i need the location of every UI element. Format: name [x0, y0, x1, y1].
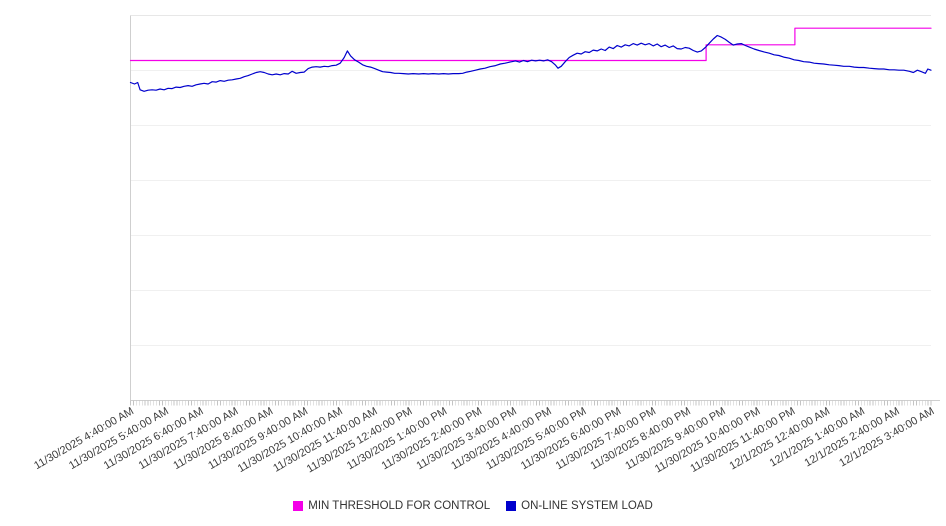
legend-item-online-system-load[interactable]: ON-LINE SYSTEM LOAD — [506, 500, 653, 512]
series-line-min-threshold — [129, 27, 932, 62]
legend-label-online-system-load: ON-LINE SYSTEM LOAD — [521, 500, 653, 512]
legend-swatch-min-threshold-icon — [293, 501, 304, 511]
series-line-system-load — [129, 34, 932, 92]
chart-legend: MIN THRESHOLD FOR CONTROL ON-LINE SYSTEM… — [0, 497, 946, 515]
legend-label-min-threshold-for-control: MIN THRESHOLD FOR CONTROL — [308, 500, 491, 512]
legend-item-min-threshold-for-control[interactable]: MIN THRESHOLD FOR CONTROL — [293, 500, 490, 512]
legend-swatch-online-system-load-icon — [506, 501, 517, 511]
